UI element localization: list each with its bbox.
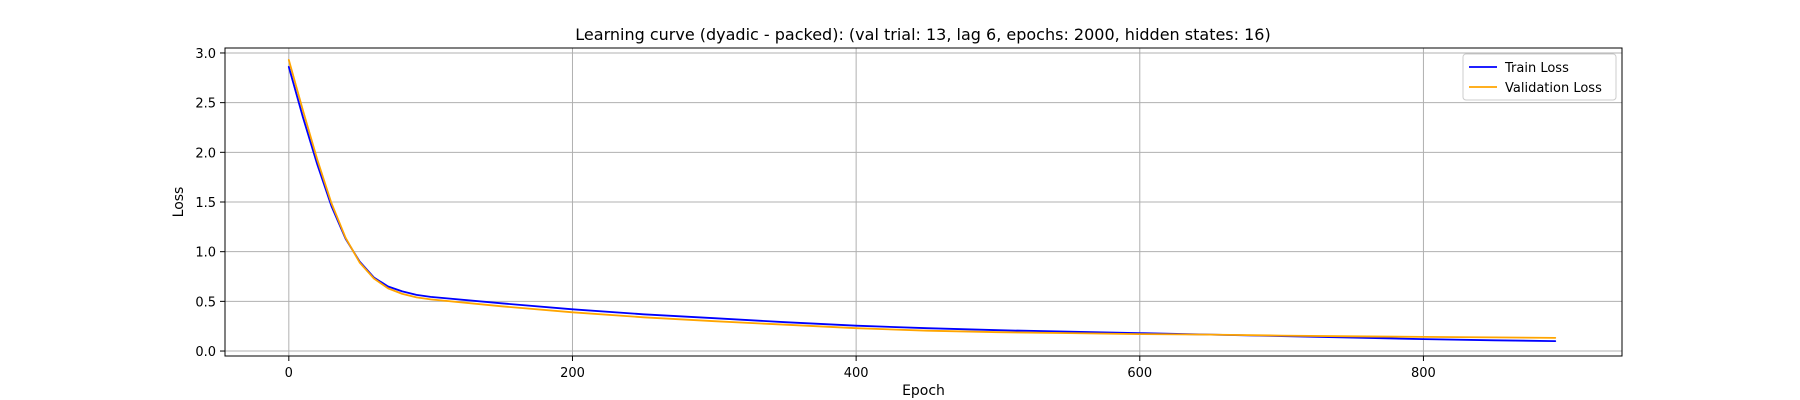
x-tick-label: 200 [560, 366, 585, 381]
x-tick-label: 800 [1411, 366, 1436, 381]
x-tick-label: 0 [285, 366, 293, 381]
y-tick-label: 2.5 [195, 97, 216, 112]
series-line-validation-loss [287, 59, 1557, 339]
series-layer [287, 59, 1557, 343]
legend-label: Train Loss [1504, 61, 1569, 76]
chart-title: Learning curve (dyadic - packed): (val t… [575, 25, 1270, 44]
x-axis-ticks: 0 200 400 600 800 [285, 356, 1436, 381]
legend-box [1462, 53, 1617, 101]
x-tick-label: 600 [1127, 366, 1152, 381]
grid [225, 48, 1622, 356]
x-axis-label: Epoch [902, 383, 945, 399]
y-tick-label: 3.0 [195, 47, 216, 62]
legend-label: Validation Loss [1505, 81, 1602, 96]
y-axis-ticks: 0.0 0.5 1.0 1.5 2.0 2.5 3.0 [195, 47, 225, 360]
series-line-train-loss [287, 66, 1557, 343]
y-tick-label: 0.0 [195, 345, 216, 360]
legend: Train Loss Validation Loss [1462, 53, 1617, 101]
y-tick-label: 2.0 [195, 146, 216, 161]
y-axis-label: Loss [171, 187, 187, 218]
y-tick-label: 1.5 [195, 196, 216, 211]
x-tick-label: 400 [844, 366, 869, 381]
y-tick-label: 1.0 [195, 246, 216, 261]
y-tick-label: 0.5 [195, 295, 216, 310]
